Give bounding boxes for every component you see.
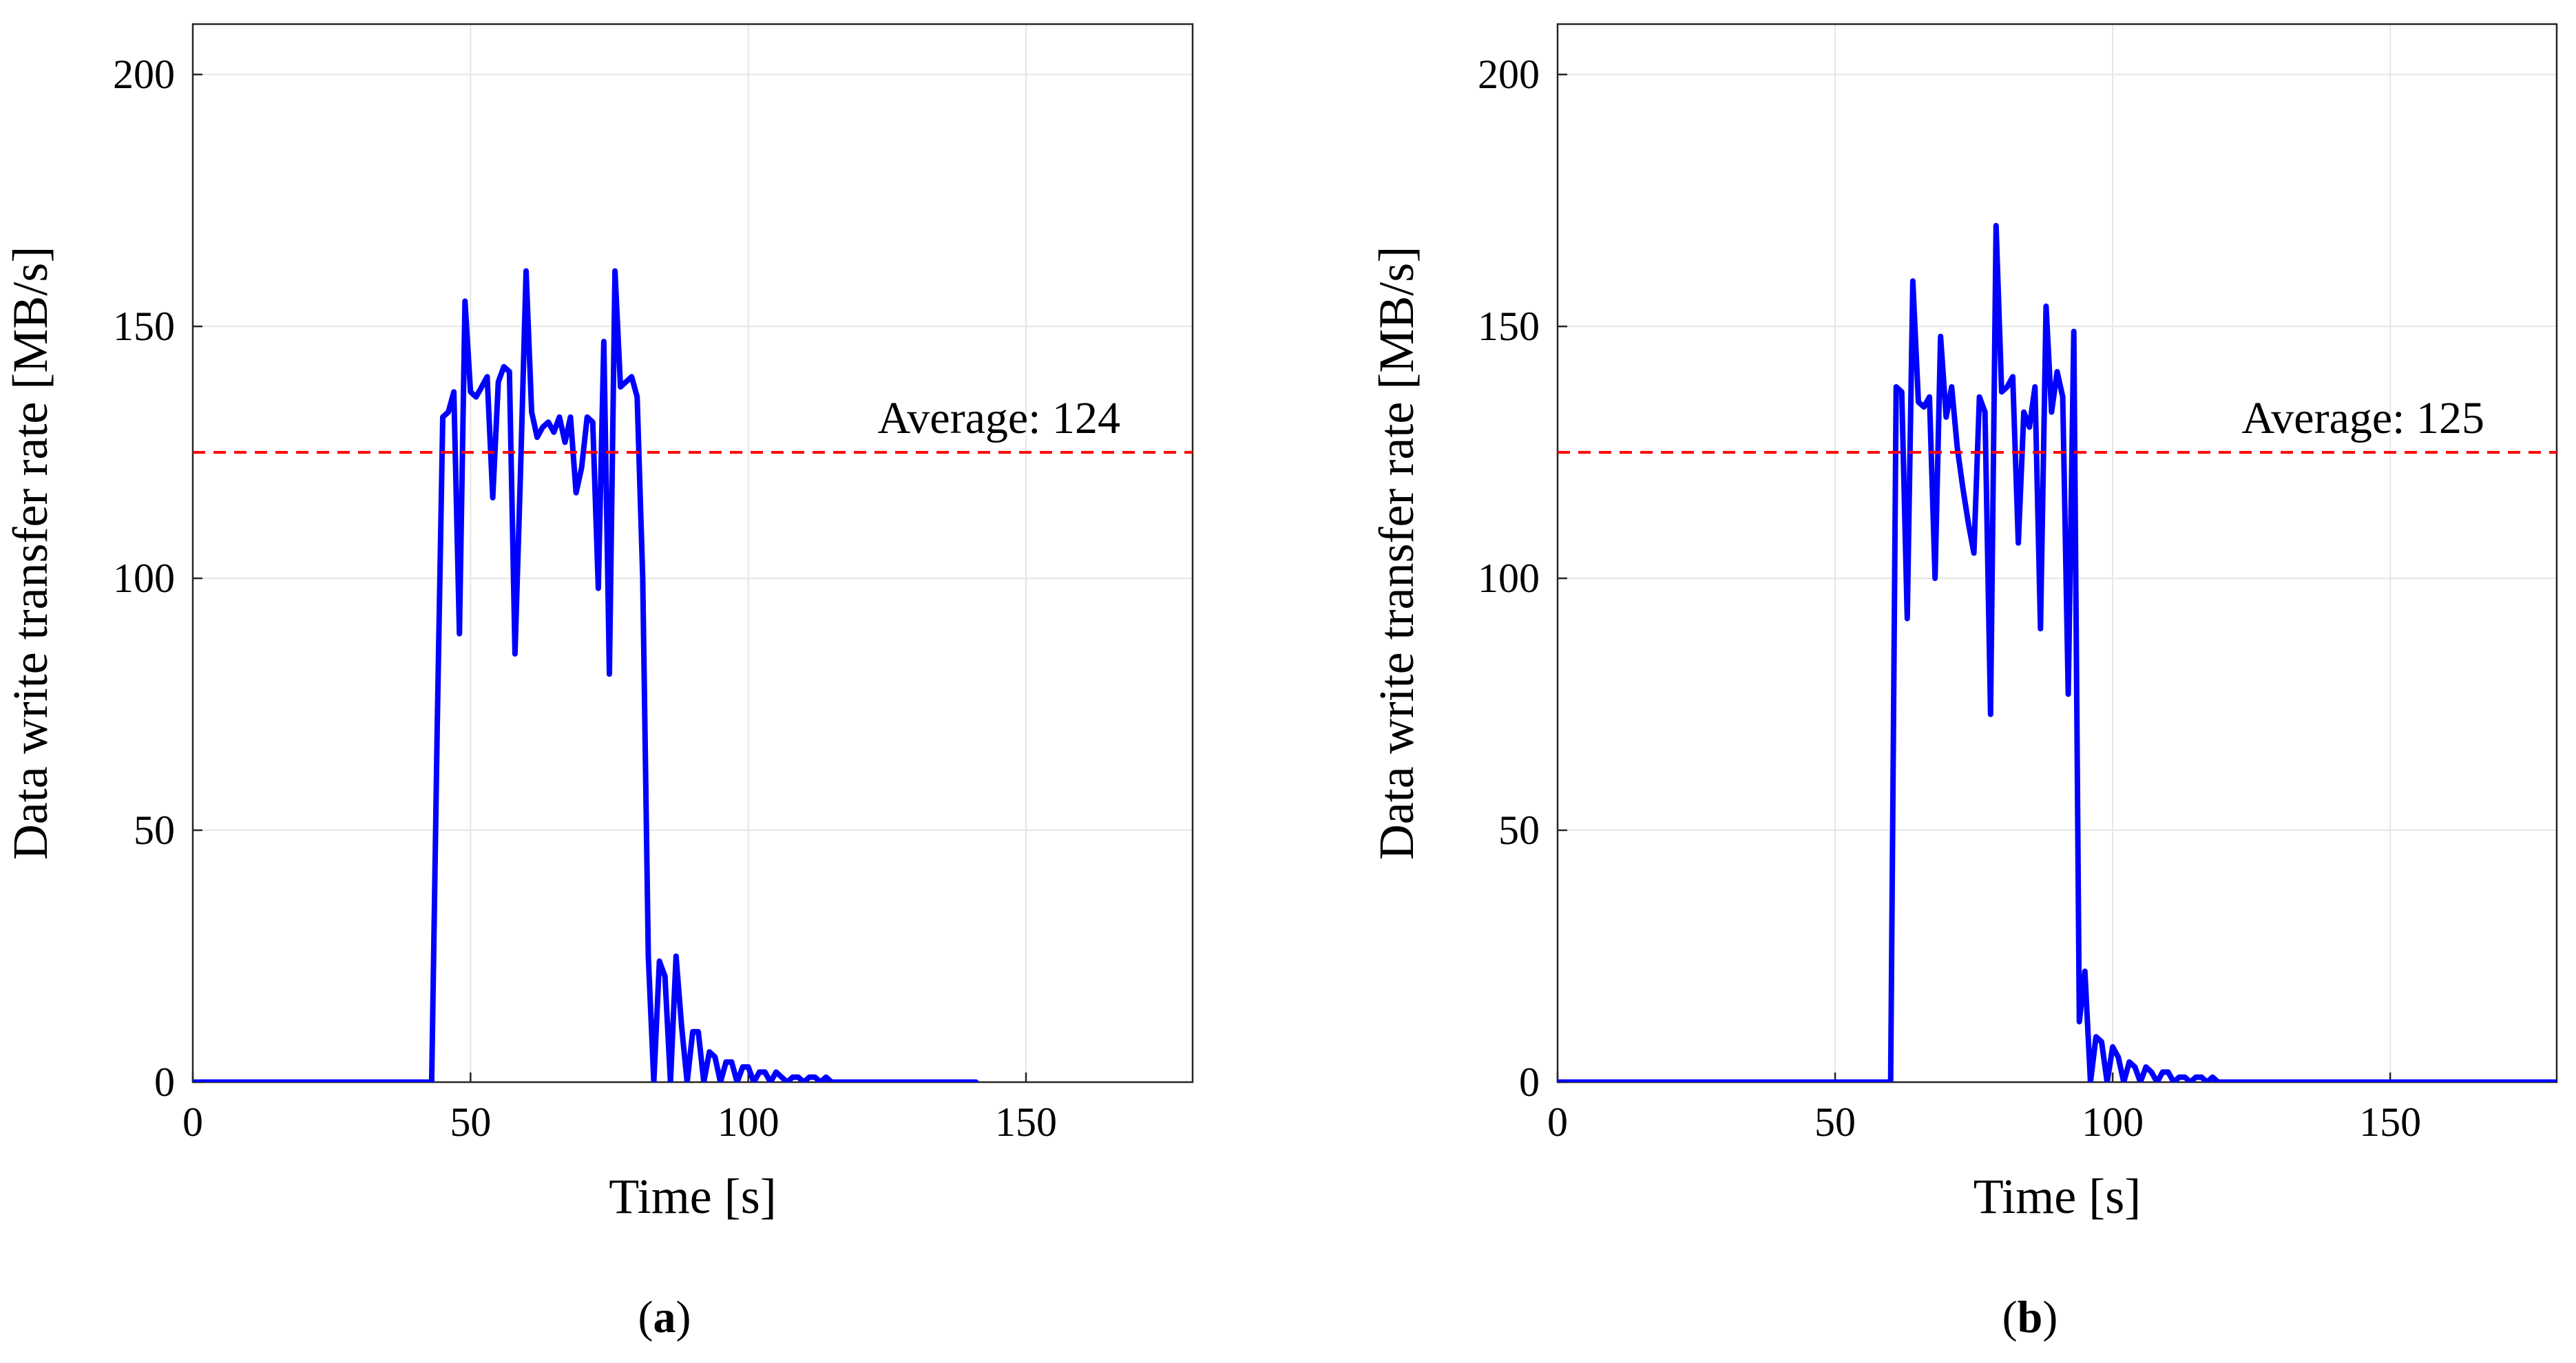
y-tick-label: 200 xyxy=(1478,52,1540,97)
x-tick-label: 0 xyxy=(182,1099,203,1145)
x-tick-label: 150 xyxy=(995,1099,1057,1145)
axes-frame xyxy=(1556,23,2558,1084)
y-tick-label: 200 xyxy=(113,52,175,97)
y-tick-label: 0 xyxy=(1519,1059,1540,1105)
caption-letter: a xyxy=(653,1292,676,1342)
caption-open-paren: ( xyxy=(2002,1292,2018,1342)
axes-frame xyxy=(191,23,1194,1084)
x-tick-label: 50 xyxy=(1814,1099,1856,1145)
caption-close-paren: ) xyxy=(676,1292,691,1342)
y-axis-label: Data write transfer rate [MB/s] xyxy=(3,246,58,860)
x-axis-label: Time [s] xyxy=(609,1169,776,1224)
caption-letter: b xyxy=(2018,1292,2043,1342)
caption-close-paren: ) xyxy=(2042,1292,2057,1342)
x-tick-label: 100 xyxy=(718,1099,779,1145)
chart-panel-b: 0 50 100 150 0 50 100 150 200 Time [s] Data write … xyxy=(1369,23,2558,1342)
y-tick-label: 100 xyxy=(113,556,175,601)
y-tick-label: 150 xyxy=(113,304,175,349)
x-tick-label: 50 xyxy=(450,1099,491,1145)
x-tick-label: 150 xyxy=(2359,1099,2421,1145)
panel-caption: (a) xyxy=(638,1292,691,1342)
average-annotation: Average: 124 xyxy=(878,393,1120,443)
y-tick-label: 150 xyxy=(1478,304,1540,349)
caption-open-paren: ( xyxy=(638,1292,653,1342)
panel-caption: (b) xyxy=(2002,1292,2058,1342)
transfer-rate-series-line xyxy=(193,268,979,1082)
average-annotation: Average: 125 xyxy=(2242,393,2484,443)
y-tick-label: 100 xyxy=(1478,556,1540,601)
y-tick-label: 50 xyxy=(134,807,175,853)
x-axis-label: Time [s] xyxy=(1973,1169,2141,1224)
y-tick-label: 0 xyxy=(154,1059,175,1105)
transfer-rate-series-line xyxy=(1558,222,2557,1082)
y-tick-label: 50 xyxy=(1498,807,1540,853)
x-tick-label: 0 xyxy=(1547,1099,1568,1145)
chart-panel-a: 0 50 100 150 0 50 100 150 200 Time [s] Data write … xyxy=(3,23,1194,1342)
x-tick-label: 100 xyxy=(2082,1099,2144,1145)
y-axis-label: Data write transfer rate [MB/s] xyxy=(1369,246,1424,860)
